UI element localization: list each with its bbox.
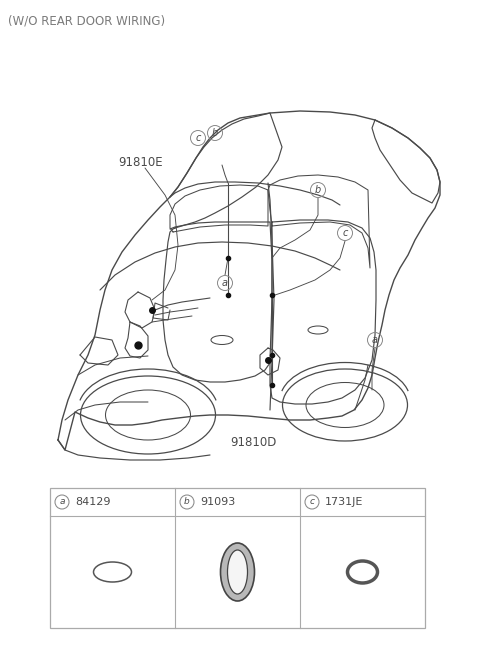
Text: a: a xyxy=(372,335,378,345)
Text: c: c xyxy=(310,498,314,506)
Text: 91810D: 91810D xyxy=(230,436,276,449)
Text: 84129: 84129 xyxy=(75,497,110,507)
Text: b: b xyxy=(315,185,321,195)
Text: c: c xyxy=(342,228,348,238)
Text: c: c xyxy=(195,133,201,143)
Bar xyxy=(50,488,425,628)
Text: a: a xyxy=(222,278,228,288)
Text: a: a xyxy=(59,498,65,506)
Text: 1731JE: 1731JE xyxy=(325,497,363,507)
Text: b: b xyxy=(184,498,190,506)
Text: 91810E: 91810E xyxy=(118,157,163,170)
Text: 91093: 91093 xyxy=(200,497,235,507)
Ellipse shape xyxy=(228,550,248,594)
Ellipse shape xyxy=(220,543,254,601)
Text: (W/O REAR DOOR WIRING): (W/O REAR DOOR WIRING) xyxy=(8,14,165,27)
Text: b: b xyxy=(212,128,218,138)
